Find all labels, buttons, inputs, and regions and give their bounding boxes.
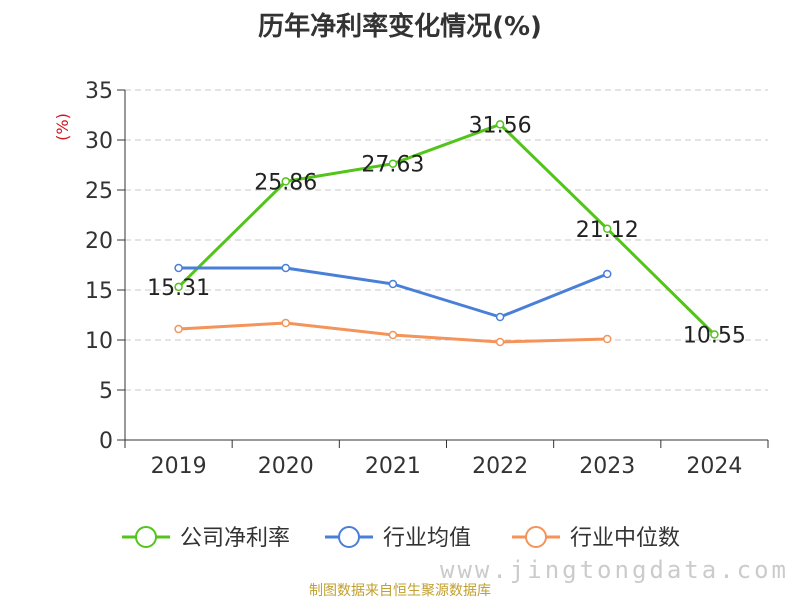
data-label: 15.31 [147, 276, 210, 301]
data-label: 27.63 [361, 153, 424, 178]
x-tick-label: 2020 [258, 454, 314, 479]
legend-swatch-marker [525, 526, 547, 548]
data-point [603, 224, 612, 234]
y-tick-label: 35 [85, 79, 113, 104]
data-point [388, 159, 398, 168]
x-tick-label: 2019 [151, 454, 207, 479]
data-point [281, 263, 290, 273]
y-tick-label: 5 [99, 379, 113, 404]
data-label: 10.55 [683, 324, 746, 349]
y-tick-label: 0 [99, 429, 113, 454]
data-point [710, 330, 719, 339]
y-tick-label: 10 [85, 329, 113, 354]
data-point [495, 120, 505, 129]
legend-label: 行业均值 [383, 526, 471, 551]
x-tick-label: 2024 [686, 454, 742, 479]
legend-swatch-marker [338, 526, 360, 548]
data-point [603, 334, 612, 344]
chart-title: 历年净利率变化情况(%) [258, 12, 542, 42]
x-tick-label: 2022 [472, 454, 528, 479]
data-point [281, 177, 290, 186]
data-point [281, 318, 290, 328]
y-tick-label: 20 [85, 229, 113, 254]
data-point [174, 282, 183, 292]
x-tick-label: 2021 [365, 454, 421, 479]
y-tick-label: 15 [85, 279, 113, 304]
data-label: 25.86 [254, 170, 317, 195]
legend-label: 公司净利率 [180, 526, 290, 551]
data-point [174, 324, 183, 334]
y-tick-label: 30 [85, 129, 113, 154]
data-point [388, 330, 398, 340]
data-label: 21.12 [576, 218, 639, 243]
source-note: 制图数据来自恒生聚源数据库 [309, 583, 491, 599]
y-axis-label: (%) [53, 113, 72, 141]
watermark: www.jingtongdata.com [440, 556, 789, 584]
legend-label: 行业中位数 [570, 526, 680, 551]
series-line-1 [178, 266, 608, 319]
data-point [495, 312, 505, 322]
data-point [174, 263, 183, 273]
data-point [495, 337, 505, 347]
x-tick-label: 2023 [579, 454, 635, 479]
data-point [603, 269, 612, 279]
series-line-0 [177, 122, 716, 336]
legend-swatch-marker [135, 526, 157, 548]
data-label: 31.56 [469, 113, 532, 138]
y-tick-label: 25 [85, 179, 113, 204]
data-point [388, 279, 398, 289]
